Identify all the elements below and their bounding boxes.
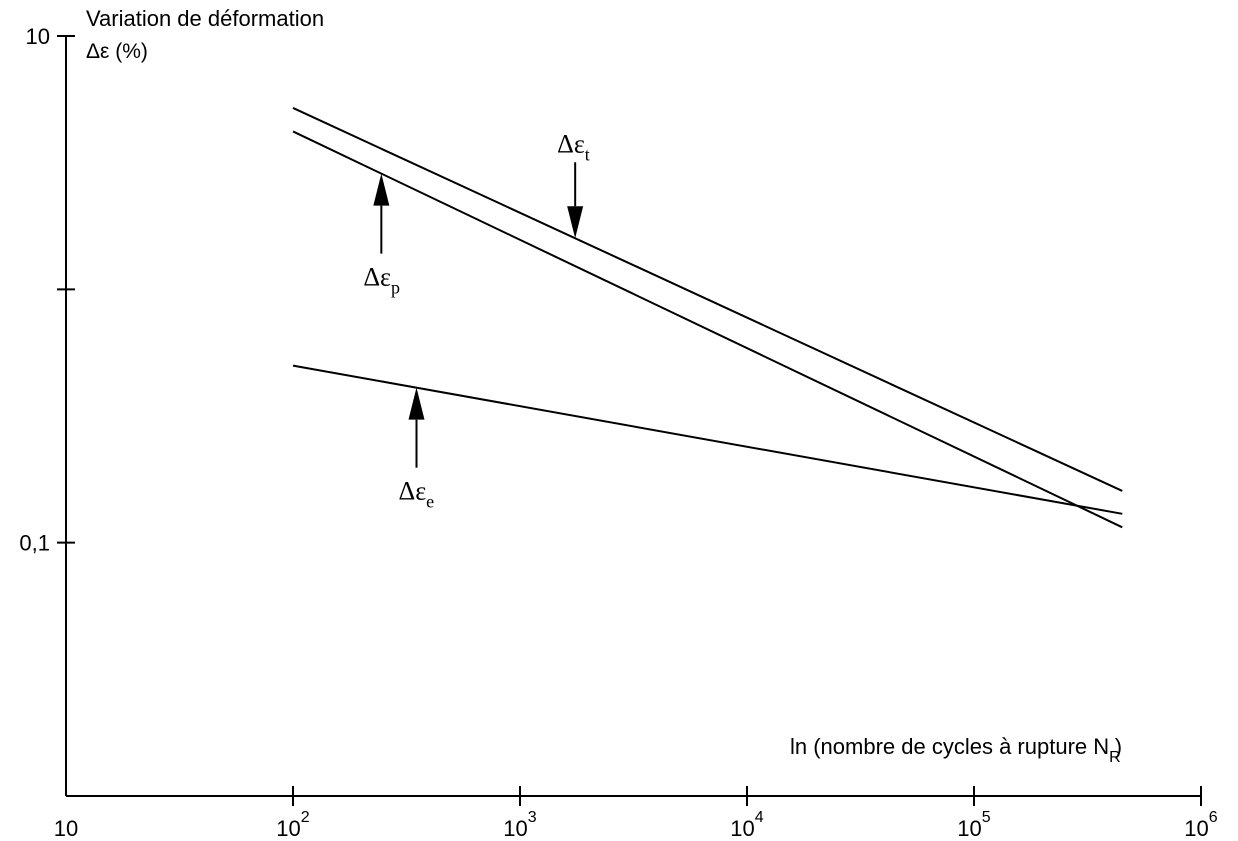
- x-tick-label-4: 105: [957, 809, 990, 841]
- x-axis-title: ln (nombre de cycles à rupture NR): [790, 734, 1122, 766]
- annotation-arrowhead-t: [567, 206, 584, 239]
- x-tick-label-5: 106: [1184, 809, 1217, 841]
- y-tick-label-2: 0,1: [19, 531, 50, 556]
- annotation-arrowhead-e: [408, 387, 425, 420]
- y-axis-title: Variation de déformation: [86, 6, 324, 31]
- y-ticks: 100,1: [19, 24, 75, 556]
- series-line-plastic: [292, 130, 1123, 529]
- y-tick-label-0: 10: [26, 24, 50, 49]
- x-tick-label-0: 10: [54, 816, 78, 841]
- series-lines: [292, 107, 1123, 529]
- x-tick-label-3: 104: [730, 809, 763, 841]
- annotation-arrowhead-p: [373, 173, 390, 206]
- series-line-elastic: [292, 364, 1123, 515]
- y-axis-symbol: Δε (%): [86, 40, 148, 63]
- series-label-e: Δεe: [399, 477, 435, 512]
- series-label-p: Δεp: [363, 263, 400, 298]
- x-ticks: 10 102 103 104 105 106: [54, 786, 1218, 841]
- series-annotations: Δεt Δεp Δεe: [363, 129, 589, 511]
- x-tick-label-2: 103: [503, 809, 536, 841]
- series-label-t: Δεt: [557, 129, 590, 164]
- series-line-total: [292, 107, 1123, 492]
- x-axis-title-subscript: R: [1109, 749, 1121, 766]
- x-tick-label-1: 102: [276, 809, 309, 841]
